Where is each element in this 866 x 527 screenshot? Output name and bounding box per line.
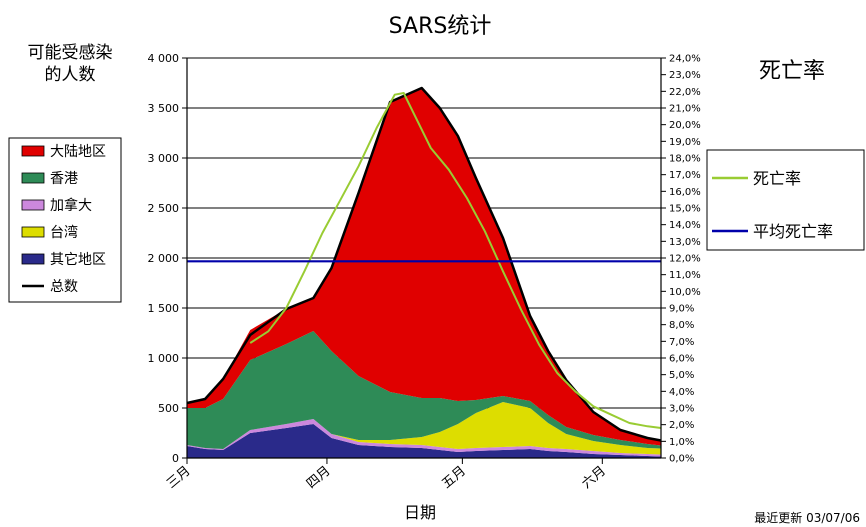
legend-label: 总数: [50, 279, 78, 295]
y-right-tick-label: 21,0%: [669, 104, 701, 115]
y-left-tick-label: 3 500: [148, 102, 180, 115]
y-left-ticks: 0 500 1 000 1 500 2 000 2 500 3 000 3 500 4 000: [148, 52, 187, 465]
y-left-title-line2: 的人数: [45, 65, 96, 85]
legend-label: 台湾: [50, 224, 78, 241]
y-right-ticks: 0,0% 1,0% 2,0% 3,0% 4,0% 5,0% 6,0% 7,0% 8,0% 9,0%…: [661, 54, 701, 465]
y-right-tick-label: 2,0%: [669, 420, 694, 431]
y-left-tick-label: 1 500: [148, 302, 180, 315]
y-right-tick-label: 18,0%: [669, 154, 701, 165]
x-ticks: 三月 四月 五月 六月: [164, 458, 609, 492]
lines: [186, 86, 662, 442]
legend-label: 死亡率: [753, 169, 801, 188]
area-大陆地区: [187, 88, 661, 446]
legend-left-frame: [8, 137, 122, 303]
legend-swatch: [21, 199, 45, 211]
y-left-tick-label: 0: [172, 452, 179, 465]
y-left-title-line1: 可能受感染: [28, 43, 113, 63]
y-right-tick-label: 11,0%: [669, 270, 701, 281]
y-right-tick-label: 13,0%: [669, 237, 701, 248]
y-right-tick-label: 7,0%: [669, 337, 694, 348]
area-其它地区: [187, 424, 661, 458]
legend-label: 香港: [50, 171, 78, 187]
y-right-tick-label: 8,0%: [669, 320, 694, 331]
x-tick-label: 四月: [304, 464, 334, 492]
y-right-tick-label: 16,0%: [669, 187, 701, 198]
x-tick-label: 五月: [439, 464, 469, 492]
legend-swatch: [21, 145, 45, 157]
x-tick-label: 六月: [579, 464, 609, 492]
y-right-tick-label: 12,0%: [669, 254, 701, 265]
y-right-tick-label: 17,0%: [669, 170, 701, 181]
footer-updated: 最近更新 03/07/06: [754, 510, 860, 525]
y-right-tick-label: 22,0%: [669, 87, 701, 98]
total-line: [186, 86, 662, 442]
area-stack: [187, 88, 661, 458]
legend-label: 其它地区: [50, 251, 106, 268]
y-right-tick-label: 3,0%: [669, 404, 694, 415]
legend-label: 加拿大: [50, 197, 92, 214]
y-right-title: 死亡率: [759, 59, 825, 84]
y-left-tick-label: 1 000: [148, 352, 180, 365]
area-加拿大: [187, 419, 661, 457]
area-台湾: [187, 402, 661, 455]
y-right-tick-label: 14,0%: [669, 220, 701, 231]
y-right-tick-label: 15,0%: [669, 204, 701, 215]
x-axis-label: 日期: [404, 503, 436, 522]
y-right-tick-label: 20,0%: [669, 120, 701, 131]
x-tick-label: 三月: [164, 464, 194, 492]
y-right-tick-label: 10,0%: [669, 287, 701, 298]
y-right-tick-label: 24,0%: [669, 54, 701, 65]
y-right-tick-label: 4,0%: [669, 387, 694, 398]
legend-swatch: [21, 253, 45, 265]
y-right-tick-label: 19,0%: [669, 137, 701, 148]
y-right-tick-label: 0,0%: [669, 454, 694, 465]
y-left-tick-label: 2 000: [148, 252, 180, 265]
legend-label: 大陆地区: [50, 144, 106, 160]
y-right-tick-label: 1,0%: [669, 437, 694, 448]
y-left-tick-label: 2 500: [148, 202, 180, 215]
chart-title: SARS统计: [389, 14, 492, 39]
y-left-tick-label: 500: [158, 402, 179, 415]
death-rate-line: [249, 92, 662, 429]
legend-swatch: [21, 172, 45, 184]
legend-label: 平均死亡率: [753, 222, 833, 241]
legend-swatch: [21, 226, 45, 238]
y-right-tick-label: 5,0%: [669, 370, 694, 381]
area-香港: [187, 331, 661, 449]
y-left-tick-label: 3 000: [148, 152, 180, 165]
y-right-tick-label: 6,0%: [669, 354, 694, 365]
legend-right-frame: [706, 149, 865, 251]
y-left-tick-label: 4 000: [148, 52, 180, 65]
y-right-tick-label: 23,0%: [669, 70, 701, 81]
y-right-tick-label: 9,0%: [669, 304, 694, 315]
